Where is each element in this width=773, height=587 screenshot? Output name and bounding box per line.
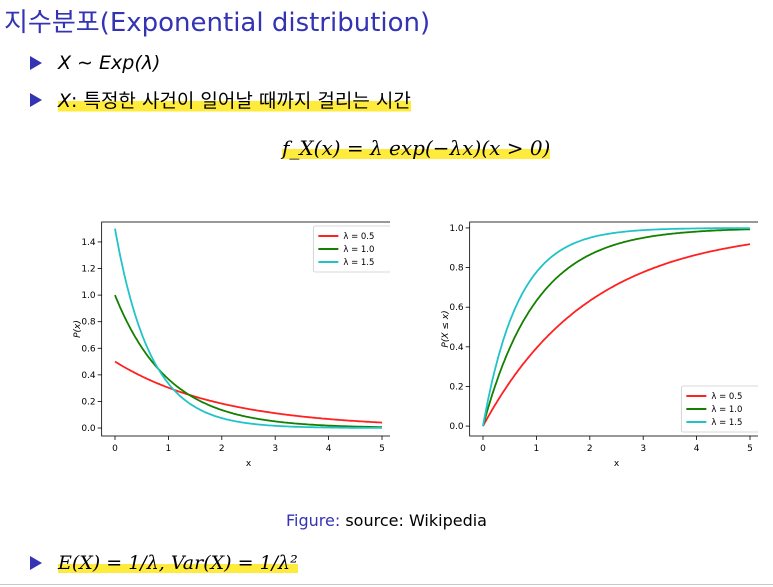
triangle-bullet-icon [30,92,42,107]
legend-label: λ = 0.5 [711,392,742,402]
y-tick-label: 0.2 [81,397,95,407]
y-tick-label: 0.6 [449,303,464,313]
x-tick-label: 1 [166,444,172,454]
bullet-moments: E(X) = 1/λ, Var(X) = 1/λ² [30,552,298,574]
x-tick-label: 0 [480,444,486,454]
y-tick-label: 0.8 [81,318,96,328]
cdf-chart: 0 1 2 3 4 5 0.0 0.2 0.4 0.6 0.8 1.0 x P(X ≤ x) λ = 0.5… [438,214,758,474]
bullet-definition-text: : 특정한 사건이 일어날 때까지 걸리는 시간 [71,90,411,112]
plot-frame [101,221,390,437]
y-tick-label: 1.4 [81,238,96,248]
figure-caption: Figure: source: Wikipedia [0,511,773,530]
caption-label: Figure: [286,511,341,530]
y-tick-label: 1.0 [81,291,96,301]
series-line [482,227,750,427]
x-tick-label: 3 [272,444,278,454]
x-tick-label: 4 [326,444,332,454]
series-line [482,243,751,427]
series-line [114,228,382,429]
y-tick-label: 0.2 [449,382,463,392]
series-line [114,294,382,429]
pdf-chart: 0 1 2 3 4 5 0.0 0.2 0.4 0.6 0.8 1.0 1.2 1.4 x P(x) λ = 0… [70,214,390,474]
y-tick-label: 0.6 [81,344,96,354]
y-axis-label: P(x) [73,320,83,338]
bullet-distribution: X ∼ Exp(λ) [30,52,160,74]
legend-box [680,385,758,433]
legend-label: λ = 0.5 [343,232,374,242]
legend-label: λ = 1.0 [711,405,742,415]
bullet-moments-text: E(X) = 1/λ, Var(X) = 1/λ² [58,552,298,574]
y-tick-label: 0.8 [449,264,464,274]
y-tick-label: 0.4 [81,371,96,381]
x-tick-label: 2 [219,444,225,454]
legend-label: λ = 1.0 [343,245,374,255]
y-tick-label: 0.4 [449,343,464,353]
bullet-definition-var: X [58,90,72,112]
x-axis-label: x [246,459,252,469]
footer-divider [0,584,773,585]
x-tick-label: 4 [694,444,700,454]
y-axis-label: P(X ≤ x) [441,310,451,347]
series-line [482,228,750,427]
x-axis-label: x [614,459,620,469]
pdf-chart-svg: 0 1 2 3 4 5 0.0 0.2 0.4 0.6 0.8 1.0 1.2 1.4 x P(x) λ = 0… [73,221,390,469]
plot-frame [469,221,758,437]
cdf-chart-svg: 0 1 2 3 4 5 0.0 0.2 0.4 0.6 0.8 1.0 x P(X ≤ x) λ = 0.5… [441,221,758,469]
y-tick-label: 1.2 [81,265,95,275]
bullet-distribution-text: X ∼ Exp(λ) [58,52,161,74]
x-tick-label: 5 [747,444,753,454]
y-tick-label: 1.0 [449,224,464,234]
x-tick-label: 5 [379,444,385,454]
pdf-formula: f_X(x) = λ exp(−λx)(x > 0) [282,136,551,160]
triangle-bullet-icon [30,56,42,70]
x-tick-label: 1 [534,444,540,454]
x-tick-label: 3 [640,444,646,454]
x-tick-label: 2 [587,444,593,454]
bullet-definition: X: 특정한 사건이 일어날 때까지 걸리는 시간 [30,86,411,113]
slide-title: 지수분포(Exponential distribution) [4,8,431,38]
x-tick-label: 0 [112,444,118,454]
legend-box [312,225,390,273]
y-tick-label: 0.0 [81,424,96,434]
y-tick-label: 0.0 [449,422,464,432]
series-line [114,360,383,424]
caption-text: source: Wikipedia [340,511,487,530]
legend-label: λ = 1.5 [711,418,742,428]
triangle-bullet-icon [30,556,42,570]
legend-label: λ = 1.5 [343,258,374,268]
